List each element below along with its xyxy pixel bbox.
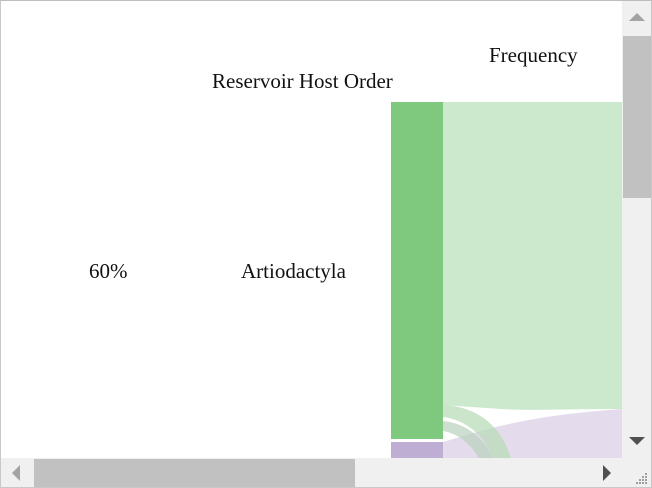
- node-name-label: Artiodactyla: [241, 259, 346, 283]
- flow-band-artiodactyla: [443, 102, 622, 410]
- vertical-scroll-thumb[interactable]: [623, 36, 651, 198]
- horizontal-scrollbar[interactable]: [1, 458, 622, 487]
- scroll-up-arrow-icon[interactable]: [629, 13, 645, 21]
- sankey-svg: [391, 102, 622, 459]
- node-percent-label: 60%: [89, 259, 128, 283]
- horizontal-scroll-thumb[interactable]: [34, 459, 355, 487]
- chart-viewport: Frequency Reservoir Host Order 60% Artio…: [1, 1, 622, 459]
- scroll-left-arrow-icon[interactable]: [12, 465, 20, 481]
- scroll-down-arrow-icon[interactable]: [629, 437, 645, 445]
- column-header-reservoir-host-order: Reservoir Host Order: [212, 69, 393, 93]
- resize-corner[interactable]: [622, 458, 651, 487]
- resize-grip-icon[interactable]: [636, 472, 648, 484]
- vertical-scrollbar[interactable]: [622, 1, 651, 459]
- column-header-frequency: Frequency: [489, 43, 578, 67]
- scroll-right-arrow-icon[interactable]: [603, 465, 611, 481]
- flow-curve-overlap-2: [443, 421, 493, 459]
- node-bar-second: [391, 442, 443, 459]
- node-bar-artiodactyla: [391, 102, 443, 439]
- flow-curve-overlap-1: [443, 405, 511, 459]
